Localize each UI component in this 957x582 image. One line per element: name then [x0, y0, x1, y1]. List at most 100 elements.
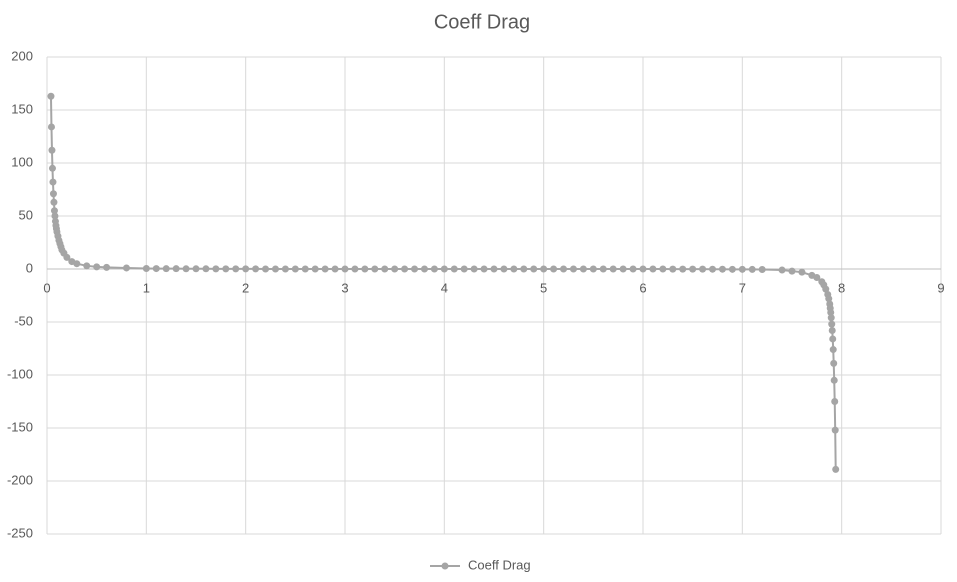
data-point	[401, 265, 409, 273]
data-point	[50, 207, 58, 215]
data-point	[530, 265, 538, 273]
data-point	[579, 265, 587, 273]
data-point	[281, 265, 289, 273]
data-point	[629, 265, 637, 273]
data-point	[738, 265, 746, 273]
data-point	[301, 265, 309, 273]
data-point	[520, 265, 528, 273]
data-point	[550, 265, 558, 273]
data-point	[619, 265, 627, 273]
data-point	[470, 265, 478, 273]
x-tick-label: 2	[242, 280, 249, 295]
data-point	[490, 265, 498, 273]
data-point	[391, 265, 399, 273]
data-point	[540, 265, 548, 273]
data-point	[699, 265, 707, 273]
data-point	[659, 265, 667, 273]
data-point	[830, 359, 838, 367]
data-point	[510, 265, 518, 273]
data-point	[430, 265, 438, 273]
data-point	[758, 266, 766, 274]
data-point	[460, 265, 468, 273]
data-point	[420, 265, 428, 273]
data-point	[232, 265, 240, 273]
data-point	[829, 346, 837, 354]
data-point	[49, 190, 57, 198]
x-tick-label: 4	[441, 280, 448, 295]
data-point	[728, 265, 736, 273]
data-point	[669, 265, 677, 273]
data-point	[831, 426, 839, 434]
data-point	[48, 164, 56, 172]
y-tick-label: 0	[26, 260, 33, 275]
data-point	[569, 265, 577, 273]
data-point	[798, 268, 806, 276]
y-tick-label: 150	[11, 101, 33, 116]
data-point	[480, 265, 488, 273]
data-point	[825, 295, 833, 303]
data-point	[639, 265, 647, 273]
data-point	[50, 198, 58, 206]
data-point	[262, 265, 270, 273]
y-tick-label: 50	[19, 207, 33, 222]
x-tick-label: 5	[540, 280, 547, 295]
data-point	[311, 265, 319, 273]
data-point	[830, 376, 838, 384]
data-point	[822, 285, 830, 293]
data-point	[440, 265, 448, 273]
data-point	[381, 265, 389, 273]
data-point	[49, 178, 57, 186]
data-point	[361, 265, 369, 273]
data-point	[560, 265, 568, 273]
data-point	[411, 265, 419, 273]
data-point	[709, 265, 717, 273]
data-point	[813, 273, 821, 281]
x-tick-label: 0	[43, 280, 50, 295]
data-point	[142, 264, 150, 272]
data-point	[271, 265, 279, 273]
data-point	[679, 265, 687, 273]
data-point	[450, 265, 458, 273]
data-point	[212, 265, 220, 273]
data-point	[192, 265, 200, 273]
y-tick-label: -50	[14, 313, 33, 328]
data-point	[778, 266, 786, 274]
data-point	[589, 265, 597, 273]
data-point	[93, 263, 101, 271]
data-point	[829, 335, 837, 343]
y-tick-label: -200	[7, 472, 33, 487]
data-point	[748, 265, 756, 273]
data-point	[827, 314, 835, 322]
data-point	[83, 262, 91, 270]
data-point	[718, 265, 726, 273]
data-point	[827, 308, 835, 316]
data-point	[828, 326, 836, 334]
y-tick-label: -250	[7, 525, 33, 540]
data-point	[222, 265, 230, 273]
data-point	[371, 265, 379, 273]
x-tick-label: 1	[143, 280, 150, 295]
data-point	[47, 123, 55, 131]
data-point	[103, 263, 111, 271]
data-point	[63, 253, 71, 261]
data-point	[48, 146, 56, 154]
data-point	[202, 265, 210, 273]
data-point	[162, 265, 170, 273]
data-point	[331, 265, 339, 273]
y-tick-label: -100	[7, 366, 33, 381]
data-point	[788, 267, 796, 275]
data-point	[649, 265, 657, 273]
data-point	[832, 465, 840, 473]
y-tick-label: -150	[7, 419, 33, 434]
data-point	[172, 265, 180, 273]
data-point	[242, 265, 250, 273]
x-tick-label: 3	[341, 280, 348, 295]
legend-marker	[441, 562, 449, 570]
data-point	[609, 265, 617, 273]
legend-label: Coeff Drag	[468, 557, 531, 572]
x-tick-label: 7	[739, 280, 746, 295]
data-point	[73, 260, 81, 268]
data-point	[351, 265, 359, 273]
